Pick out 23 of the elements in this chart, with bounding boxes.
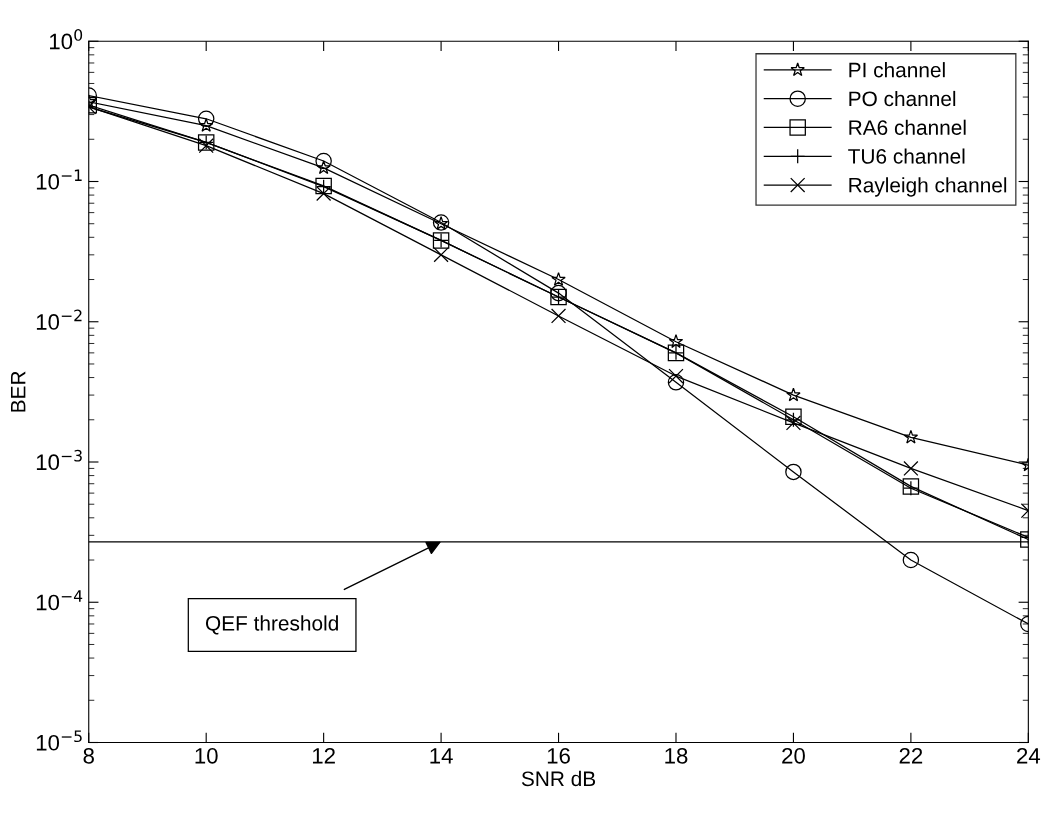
legend-label: TU6 channel <box>848 148 965 164</box>
y-tick-label: 10$^{0}$ <box>50 29 83 50</box>
x-tick-label: 10 <box>195 747 218 764</box>
y-tick-label: 10$^{−4}$ <box>36 590 83 611</box>
x-tick-label: 24 <box>1017 747 1041 764</box>
x-tick-label: 22 <box>899 747 923 764</box>
y-tick-label: 10$^{−3}$ <box>36 449 82 471</box>
y-tick-label: 10$^{−1}$ <box>36 169 82 190</box>
y-axis-title: BER <box>11 371 26 412</box>
x-tick-label: 8 <box>83 747 94 764</box>
x-tick-label: 20 <box>782 747 805 764</box>
legend-label: PO channel <box>849 90 956 107</box>
x-tick-label: 18 <box>665 747 688 764</box>
y-tick-label: 10$^{−5}$ <box>36 730 82 751</box>
x-axis-title: SNR dB <box>521 770 596 787</box>
legend-label: Rayleigh channel <box>849 177 1007 197</box>
x-tick-label: 14 <box>430 748 453 764</box>
x-tick-label: 12 <box>312 747 335 764</box>
x-tick-label: 16 <box>547 747 570 764</box>
legend-label: PI channel <box>849 62 945 78</box>
legend-label: RA6 channel <box>849 119 966 135</box>
y-tick-label: 10$^{−2}$ <box>36 309 82 330</box>
annotation: QEF threshold <box>205 615 338 635</box>
